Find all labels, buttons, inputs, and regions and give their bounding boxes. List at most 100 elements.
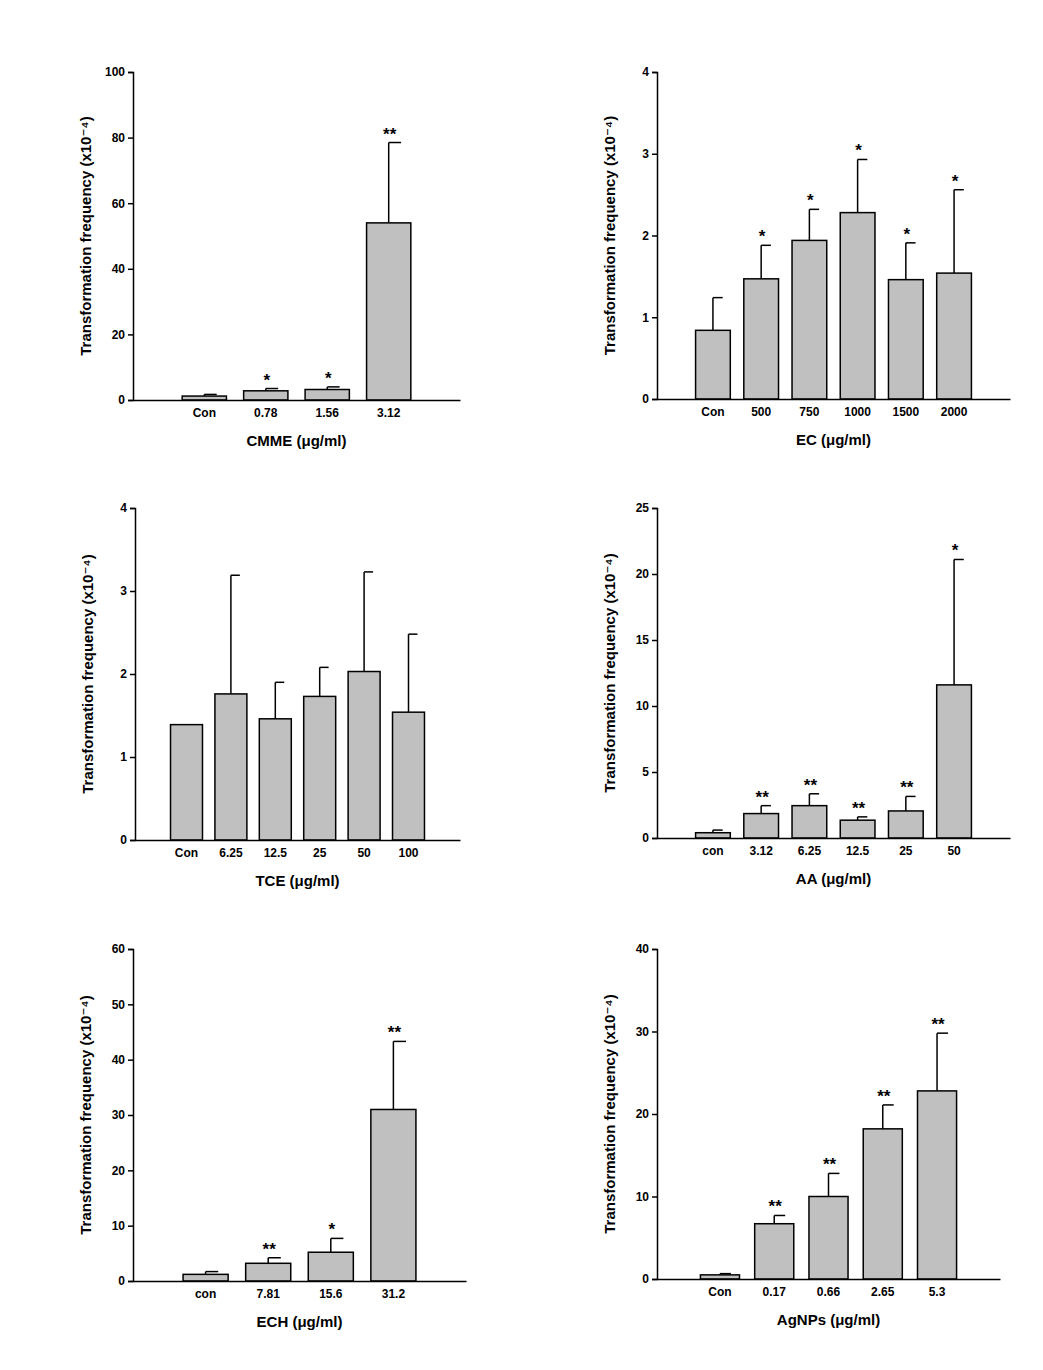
- y-tick-mark: [652, 1031, 657, 1033]
- significance-label: **: [769, 1197, 783, 1216]
- x-tick-label: 2.65: [871, 1285, 895, 1299]
- bar: [215, 694, 247, 840]
- y-tick-label: 0: [642, 1272, 649, 1286]
- x-tick-label: 2000: [941, 405, 968, 419]
- y-tick-label: 20: [636, 567, 650, 581]
- x-tick: 12.5: [264, 846, 288, 860]
- plot-area: [182, 143, 411, 400]
- y-tick: 0: [120, 833, 135, 847]
- panel: 01234Con6.2512.52550100TCE (μg/ml)Transf…: [79, 501, 461, 889]
- error-bar: [858, 159, 868, 212]
- y-axis: 0510152025: [636, 501, 658, 845]
- error-stem: [330, 1238, 332, 1252]
- y-tick: 60: [112, 942, 133, 956]
- x-tick: 1.56: [316, 406, 340, 420]
- x-tick-label: Con: [708, 1285, 731, 1299]
- error-stem: [905, 796, 907, 811]
- error-stem: [388, 143, 390, 223]
- x-axis: con7.8115.631.2: [134, 1282, 467, 1301]
- error-stem: [936, 1033, 938, 1091]
- y-tick: 30: [112, 1108, 133, 1122]
- error-bar: [389, 143, 401, 223]
- bar: [792, 806, 827, 838]
- y-tick-label: 5: [642, 765, 649, 779]
- y-tick-label: 0: [642, 831, 649, 845]
- y-tick: 3: [642, 147, 657, 161]
- error-cap: [275, 682, 284, 684]
- error-stem: [230, 575, 232, 694]
- y-tick-label: 30: [636, 1025, 650, 1039]
- bar: [809, 1197, 848, 1280]
- error-stem: [828, 1173, 830, 1196]
- y-tick: 4: [642, 65, 657, 79]
- x-tick-label: 50: [357, 846, 371, 860]
- x-axis: Con0.781.563.12: [134, 401, 461, 420]
- bar: [792, 240, 827, 399]
- error-bar: [393, 1041, 406, 1109]
- error-stem: [408, 634, 410, 712]
- y-tick-mark: [128, 137, 133, 139]
- x-tick-label: 6.25: [798, 844, 822, 858]
- x-axis-line: [136, 840, 461, 842]
- x-tick: 750: [799, 405, 819, 419]
- y-tick-mark: [652, 235, 657, 237]
- y-tick: 0: [642, 831, 657, 845]
- error-cap: [713, 297, 723, 299]
- x-axis-title: ECH (μg/ml): [257, 1313, 343, 1330]
- error-cap: [408, 633, 417, 635]
- x-tick-label: Con: [701, 405, 724, 419]
- y-axis-line: [128, 73, 134, 401]
- panel: ********010203040Con0.170.662.655.3AgNPs…: [601, 942, 1001, 1328]
- y-tick-label: 2: [642, 229, 649, 243]
- error-bar: [883, 1105, 894, 1129]
- y-tick-mark: [130, 757, 135, 759]
- x-tick: con: [195, 1287, 216, 1301]
- x-tick-label: 5.3: [929, 1285, 946, 1299]
- y-tick-mark: [130, 674, 135, 676]
- error-bar: [954, 559, 964, 684]
- y-tick-mark: [652, 1114, 657, 1116]
- x-tick-label: 6.25: [219, 846, 243, 860]
- y-tick: 60: [112, 197, 133, 211]
- x-tick: 31.2: [382, 1287, 406, 1301]
- bar: [744, 279, 779, 399]
- error-bar: [408, 634, 417, 712]
- y-tick-label: 0: [118, 393, 125, 407]
- error-cap: [231, 574, 240, 576]
- error-bar: [809, 794, 819, 806]
- x-tick-label: 50: [947, 844, 961, 858]
- y-tick-label: 20: [112, 328, 126, 342]
- y-tick-label: 20: [112, 1164, 126, 1178]
- y-tick-mark: [128, 334, 133, 336]
- error-bar: [937, 1033, 948, 1091]
- x-tick-label: 12.5: [264, 846, 288, 860]
- error-bar: [320, 667, 329, 696]
- y-tick-mark: [128, 1170, 133, 1172]
- significance-label: *: [952, 541, 959, 560]
- y-tick-label: 4: [120, 501, 127, 515]
- bar: [308, 1252, 353, 1281]
- plot-area: [696, 559, 972, 838]
- error-stem: [363, 572, 365, 672]
- x-tick-label: 0.17: [763, 1285, 787, 1299]
- error-stem: [905, 243, 907, 280]
- x-axis-line: [134, 1281, 467, 1283]
- bar: [696, 330, 731, 399]
- y-tick: 20: [636, 1107, 657, 1121]
- y-tick: 10: [636, 699, 657, 713]
- y-tick: 5: [642, 765, 657, 779]
- significance-label: **: [383, 125, 397, 144]
- x-tick-label: 750: [799, 405, 819, 419]
- x-tick: 1500: [892, 405, 919, 419]
- bar: [244, 391, 288, 400]
- y-tick: 40: [112, 1053, 133, 1067]
- x-axis: con3.126.2512.52550: [658, 839, 1011, 858]
- y-tick-label: 3: [120, 584, 127, 598]
- y-tick-mark: [128, 949, 133, 951]
- bar: [305, 390, 349, 400]
- y-axis-line: [652, 509, 658, 839]
- x-tick: 2000: [941, 405, 968, 419]
- bar: [393, 712, 425, 840]
- error-bar: [231, 575, 240, 694]
- y-axis-line: [130, 509, 136, 841]
